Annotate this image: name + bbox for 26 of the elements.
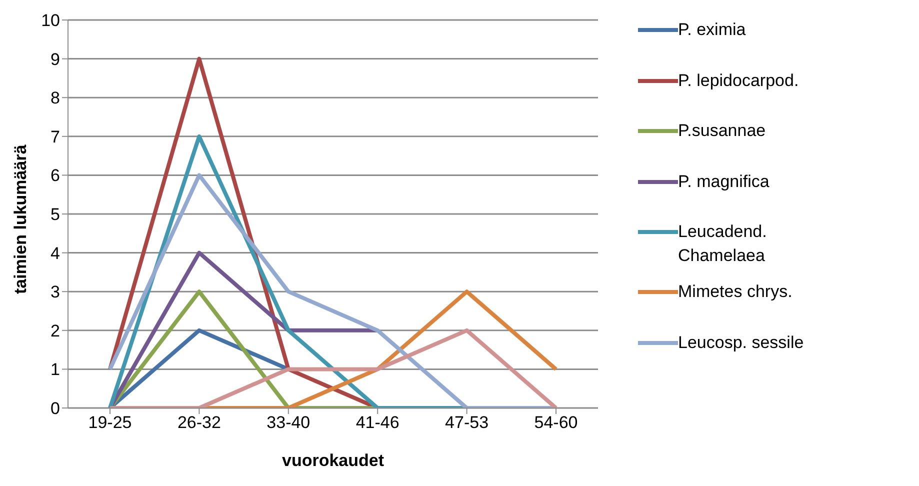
x-axis-title: vuorokaudet [282, 451, 384, 470]
y-tick-label: 6 [50, 166, 60, 186]
y-tick-label: 4 [50, 244, 60, 263]
y-tick-label: 5 [50, 205, 60, 224]
y-axis-title: taimien lukumäärä [11, 144, 30, 294]
x-tick-label: 47-53 [445, 413, 489, 432]
y-tick-label: 9 [50, 50, 60, 69]
x-tick-label: 33-40 [266, 413, 310, 432]
legend-label: P.susannae [678, 120, 767, 142]
legend-label: Leucadend. Chamelaea [678, 221, 768, 267]
y-tick-label: 3 [50, 282, 60, 302]
y-tick-label: 1 [50, 360, 60, 380]
legend-label: Leucosp. sessile [678, 332, 805, 354]
x-tick-label: 41-46 [356, 413, 400, 432]
y-tick-label: 0 [50, 399, 60, 418]
y-tick-label: 2 [50, 321, 60, 340]
legend-label: P. eximia [678, 19, 747, 41]
legend-label: P. magnifica [678, 170, 770, 192]
x-tick-label: 19-25 [88, 413, 132, 432]
y-tick-label: 8 [50, 88, 60, 108]
x-tick-label: 26-32 [177, 413, 221, 432]
legend-label: Mimetes chrys. [678, 281, 794, 303]
x-tick-label: 54-60 [534, 413, 578, 432]
y-tick-label: 10 [41, 11, 60, 30]
y-tick-label: 7 [50, 127, 60, 146]
legend-label: P. lepidocarpod. [678, 70, 800, 92]
